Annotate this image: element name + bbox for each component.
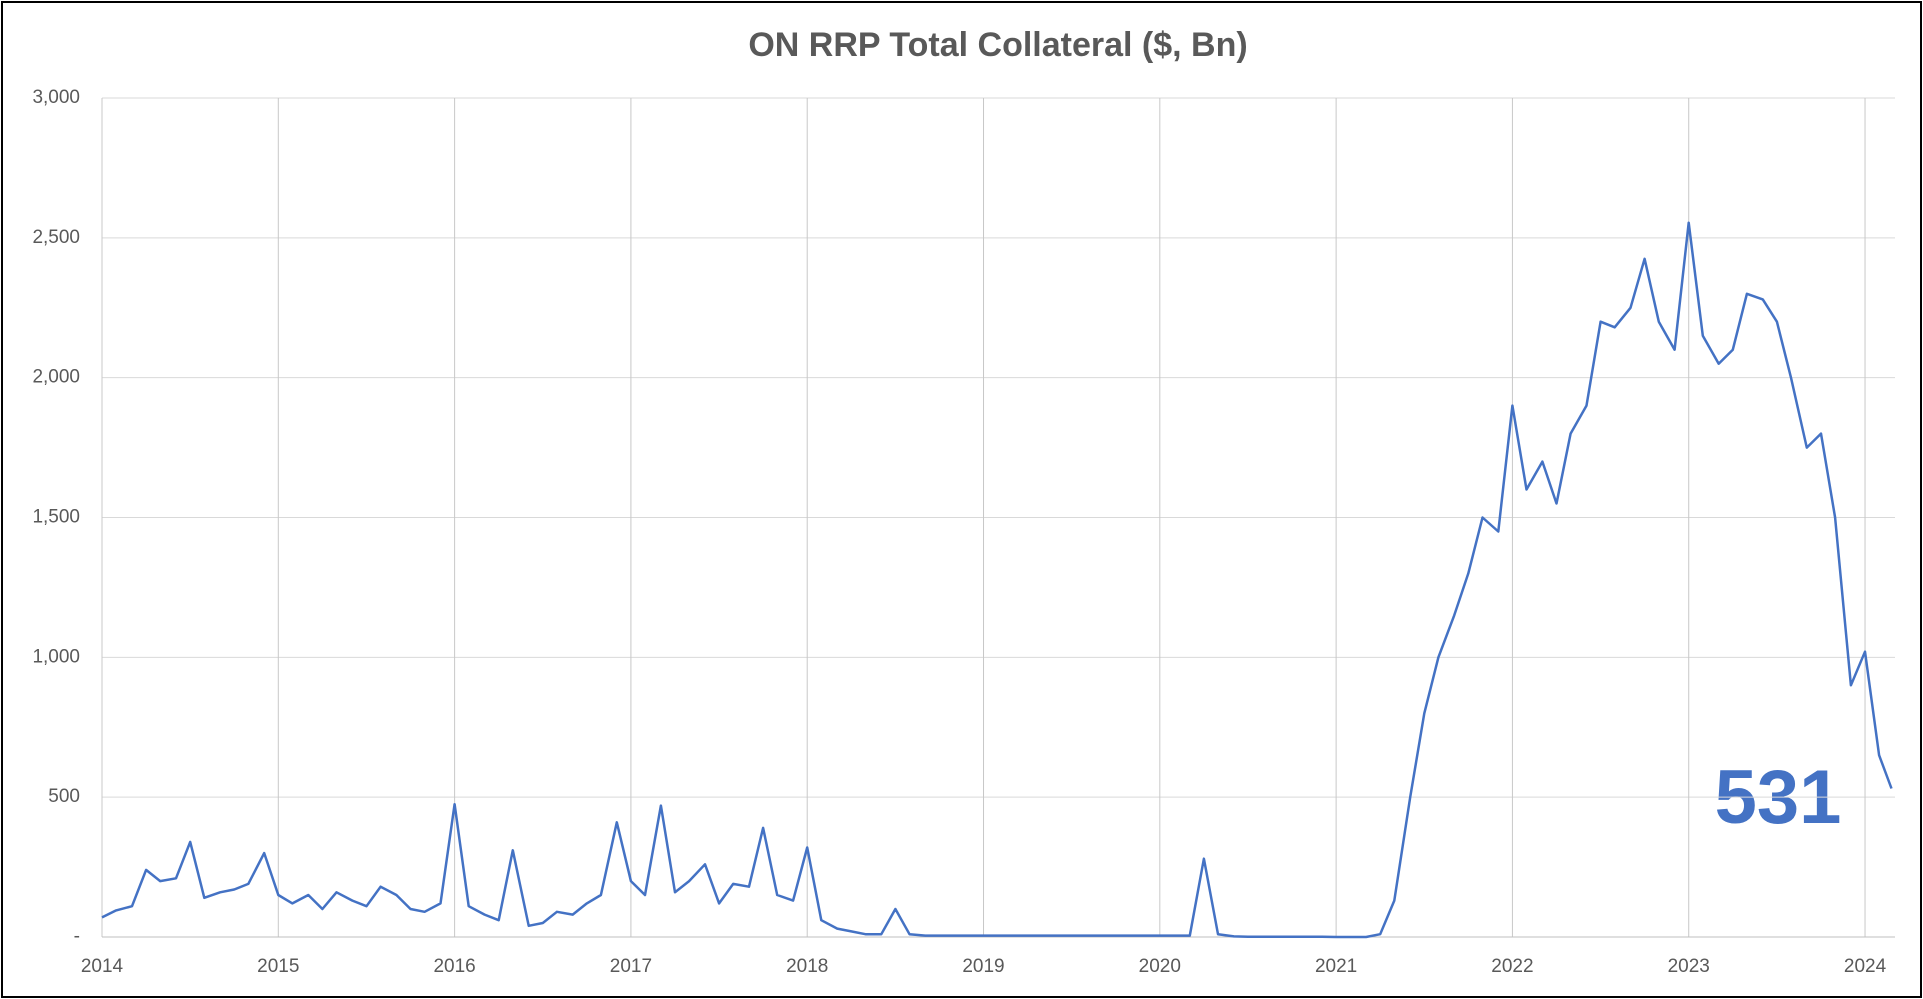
y-tick-label: 3,000 [32, 87, 80, 108]
x-tick-label: 2021 [1315, 956, 1357, 977]
x-tick-label: 2022 [1491, 956, 1533, 977]
x-tick-label: 2016 [433, 956, 475, 977]
x-tick-label: 2023 [1668, 956, 1710, 977]
y-tick-label: 1,500 [32, 507, 80, 528]
chart-title: ON RRP Total Collateral ($, Bn) [748, 26, 1247, 64]
y-tick-label: 1,000 [32, 646, 80, 667]
data-line [101, 221, 1893, 939]
y-tick-label: - [74, 926, 80, 947]
x-tick-label: 2020 [1139, 956, 1181, 977]
x-tick-label: 2019 [962, 956, 1004, 977]
x-tick-label: 2024 [1844, 956, 1887, 977]
y-tick-label: 500 [48, 786, 80, 807]
y-tick-label: 2,500 [32, 227, 80, 248]
x-tick-label: 2015 [257, 956, 299, 977]
x-tick-label: 2017 [610, 956, 652, 977]
y-tick-label: 2,000 [32, 367, 80, 388]
x-tick-label: 2014 [81, 956, 124, 977]
x-tick-label: 2018 [786, 956, 828, 977]
